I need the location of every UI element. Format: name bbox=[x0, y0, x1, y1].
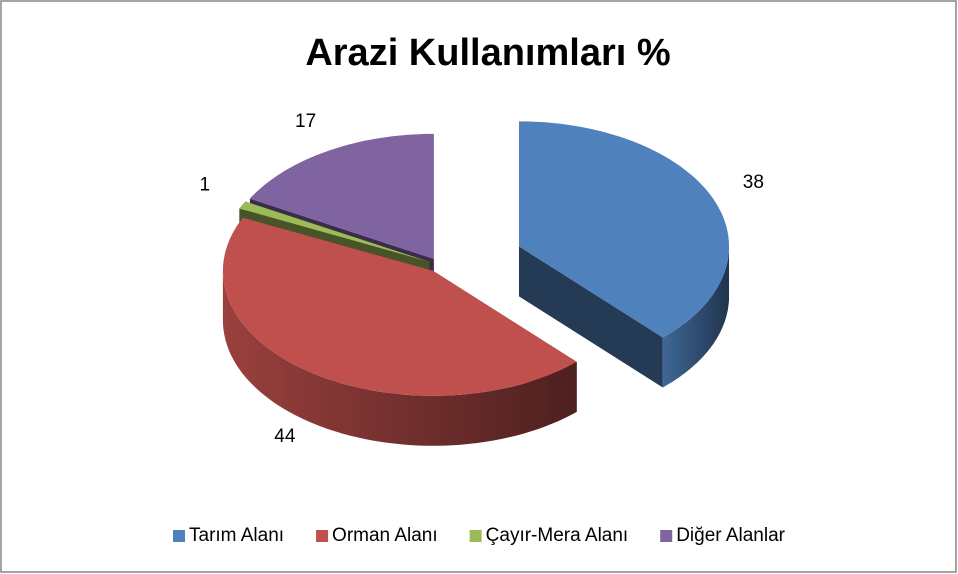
legend-label: Diğer Alanlar bbox=[676, 525, 785, 546]
data-label: 38 bbox=[743, 172, 764, 193]
legend-swatch bbox=[660, 530, 673, 542]
legend: Tarım Alanı Orman Alanı Çayır-Mera Alanı Di… bbox=[173, 525, 786, 546]
data-label: 17 bbox=[295, 111, 316, 132]
pie: 38 44 1 17 bbox=[199, 111, 763, 447]
slice-wall bbox=[662, 246, 729, 388]
chart-title: Arazi Kullanımları % bbox=[305, 32, 670, 74]
slice-wall bbox=[222, 270, 577, 446]
slice-side bbox=[519, 246, 663, 388]
data-label: 44 bbox=[274, 426, 296, 447]
legend-label: Çayır-Mera Alanı bbox=[486, 525, 629, 546]
slice bbox=[249, 133, 434, 259]
legend-swatch bbox=[469, 530, 482, 542]
slice bbox=[223, 217, 577, 396]
slice bbox=[519, 121, 729, 338]
legend-swatch bbox=[316, 530, 329, 542]
legend-label: Orman Alanı bbox=[332, 525, 438, 546]
slice bbox=[239, 201, 430, 262]
data-label: 1 bbox=[199, 175, 210, 196]
legend-swatch bbox=[173, 530, 186, 542]
legend-label: Tarım Alanı bbox=[189, 525, 284, 546]
